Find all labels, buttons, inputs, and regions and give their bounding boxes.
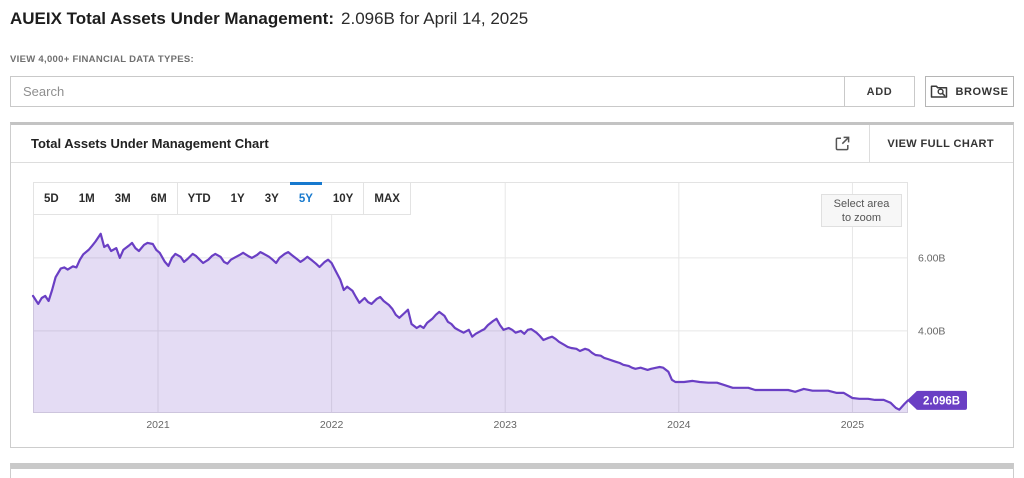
range-tab-5y[interactable]: 5Y bbox=[289, 182, 323, 214]
select-area-to-zoom-hint: Select area to zoom bbox=[821, 194, 902, 227]
range-tab-5d[interactable]: 5D bbox=[44, 192, 59, 205]
range-tab-3m[interactable]: 3M bbox=[114, 192, 131, 205]
search-input[interactable] bbox=[11, 77, 844, 106]
range-tab-group: 5D 1M 3M 6M bbox=[34, 183, 177, 214]
add-button[interactable]: ADD bbox=[844, 77, 914, 106]
range-tab-3y[interactable]: 3Y bbox=[264, 192, 279, 205]
x-axis-label-2025: 2025 bbox=[841, 419, 865, 431]
last-value-badge-text: 2.096B bbox=[923, 395, 960, 407]
range-tab-ytd[interactable]: YTD bbox=[187, 192, 211, 205]
page-title-metric: AUEIX Total Assets Under Management: bbox=[10, 9, 335, 28]
chart-panel: Total Assets Under Management Chart VIEW… bbox=[10, 122, 1014, 448]
range-tab-strip: 5D 1M 3M 6M YTD 1Y 3Y 5Y 10Y MAX bbox=[33, 182, 411, 215]
popout-chart-button[interactable] bbox=[815, 125, 869, 162]
chart-panel-actions: VIEW FULL CHART bbox=[815, 125, 1013, 162]
view-full-chart-button[interactable]: VIEW FULL CHART bbox=[887, 137, 994, 150]
series-area bbox=[33, 233, 908, 413]
chart-panel-title: Total Assets Under Management Chart bbox=[31, 136, 269, 151]
browse-button[interactable]: BROWSE bbox=[925, 76, 1014, 107]
range-tab-group: YTD 1Y 3Y 5Y 10Y bbox=[176, 182, 364, 214]
next-panel-partial bbox=[10, 463, 1014, 478]
chart-panel-header: Total Assets Under Management Chart VIEW… bbox=[11, 125, 1013, 163]
x-axis-label-2024: 2024 bbox=[667, 419, 691, 431]
range-tab-1m[interactable]: 1M bbox=[78, 192, 95, 205]
last-value-badge-pointer bbox=[907, 390, 917, 410]
header-divider bbox=[869, 125, 871, 162]
zoom-hint-line2: to zoom bbox=[841, 212, 882, 224]
search-bar: ADD bbox=[10, 76, 915, 107]
series-line bbox=[31, 232, 910, 411]
last-value-badge bbox=[916, 390, 967, 410]
x-axis-label-2023: 2023 bbox=[494, 419, 518, 431]
range-tab-10y[interactable]: 10Y bbox=[332, 192, 354, 205]
chart-region: 4.00B 6.00B 2021 2022 2023 2024 2025 2.096B 5D 1… bbox=[11, 163, 1013, 447]
financial-data-types-label: VIEW 4,000+ FINANCIAL DATA TYPES: bbox=[10, 54, 195, 65]
zoom-hint-line1: Select area bbox=[833, 198, 890, 210]
range-tab-1y[interactable]: 1Y bbox=[230, 192, 245, 205]
aum-area-chart[interactable]: 4.00B 6.00B 2021 2022 2023 2024 2025 2.096B bbox=[11, 163, 1013, 447]
x-axis-label-2021: 2021 bbox=[146, 419, 170, 431]
browse-button-label: BROWSE bbox=[955, 85, 1009, 98]
range-tab-max[interactable]: MAX bbox=[374, 192, 400, 205]
open-in-new-icon bbox=[835, 136, 850, 151]
page-title: AUEIX Total Assets Under Management: 2.09… bbox=[10, 9, 528, 29]
range-tab-group: MAX bbox=[363, 183, 410, 214]
folder-search-icon bbox=[931, 85, 948, 98]
page-title-value: 2.096B for April 14, 2025 bbox=[341, 9, 529, 28]
y-axis-label-4.00B: 4.00B bbox=[918, 325, 945, 337]
x-axis-label-2022: 2022 bbox=[320, 419, 344, 431]
y-axis-label-6.00B: 6.00B bbox=[918, 252, 945, 264]
range-tab-6m[interactable]: 6M bbox=[150, 192, 167, 205]
